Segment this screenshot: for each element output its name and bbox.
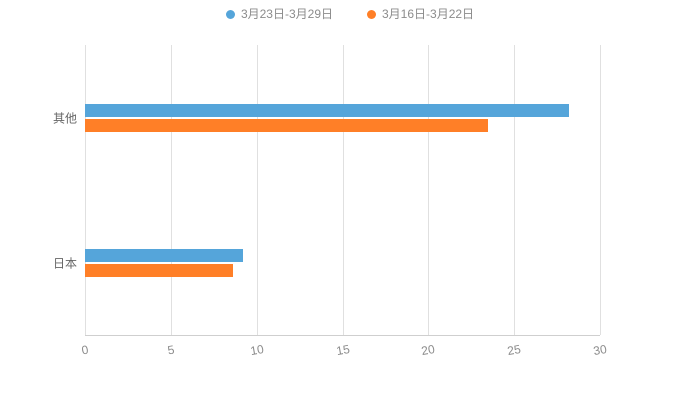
bar-其他-series-0[interactable] xyxy=(85,103,570,117)
x-tick-label: 0 xyxy=(80,342,90,358)
x-axis-line xyxy=(85,335,600,336)
x-tick-label: 30 xyxy=(592,341,608,359)
gridline-x-10 xyxy=(256,45,258,335)
legend-label: 3月16日-3月22日 xyxy=(382,7,475,21)
gridline-x-15 xyxy=(342,45,344,335)
x-tick-label: 10 xyxy=(248,341,265,359)
bar-其他-series-1[interactable] xyxy=(85,118,489,132)
legend-item-series-1[interactable]: 3月16日-3月22日 xyxy=(367,8,474,20)
category-label: 日本 xyxy=(52,256,77,270)
x-tick-label: 15 xyxy=(334,341,351,359)
x-tick-label: 5 xyxy=(166,342,176,358)
category-label: 其他 xyxy=(52,111,77,125)
x-tick-label: 20 xyxy=(420,341,437,359)
legend-marker-icon xyxy=(367,9,376,19)
gridline-x-25 xyxy=(514,45,516,335)
bar-日本-series-0[interactable] xyxy=(85,248,243,262)
legend-item-series-0[interactable]: 3月23日-3月29日 xyxy=(225,7,333,21)
legend-label: 3月23日-3月29日 xyxy=(240,7,333,21)
bar-日本-series-1[interactable] xyxy=(85,263,233,277)
gridline-x-30 xyxy=(600,45,601,335)
chart-legend: 3月23日-3月29日 3月16日-3月22日 xyxy=(0,8,700,20)
gridline-x-0 xyxy=(85,45,86,335)
legend-marker-icon xyxy=(225,9,235,19)
x-tick-label: 25 xyxy=(506,341,522,359)
gridline-x-20 xyxy=(428,45,430,335)
gridline-x-5 xyxy=(170,45,172,335)
